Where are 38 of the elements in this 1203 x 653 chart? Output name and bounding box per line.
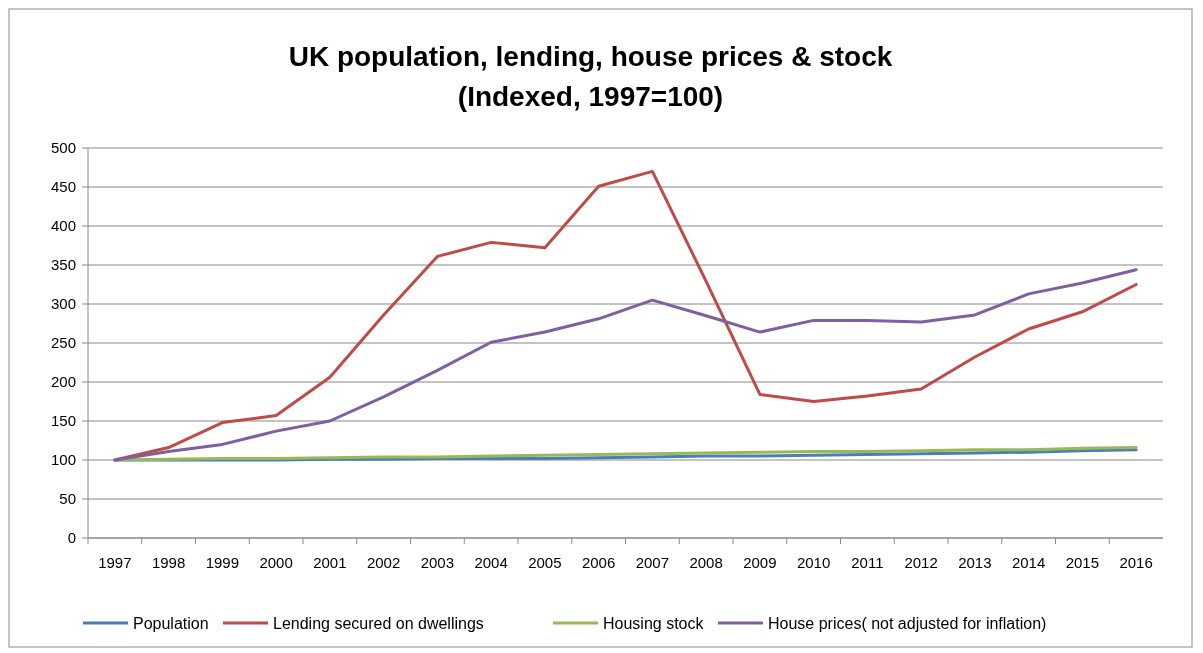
legend-label: Population	[133, 614, 209, 632]
chart-title: UK population, lending, house prices & stock (Indexed, 1997=100)	[288, 41, 893, 112]
x-tick-label: 2004	[474, 554, 508, 571]
y-tick-label: 200	[50, 373, 76, 391]
y-tick-label: 300	[50, 295, 76, 313]
x-tick-label: 2009	[743, 554, 777, 571]
y-tick-label: 50	[59, 490, 76, 508]
y-tick-label: 350	[50, 256, 76, 274]
legend-label: Lending secured on dwellings	[273, 614, 484, 632]
x-tick-label: 2008	[689, 554, 723, 571]
legend-label: House prices( not adjusted for inflation)	[768, 614, 1047, 632]
x-tick-label: 2002	[366, 554, 401, 571]
x-tick-label: 1998	[151, 554, 186, 571]
x-tick-label: 2003	[420, 554, 455, 571]
x-tick-label: 2000	[259, 554, 293, 571]
y-tick-label: 500	[50, 139, 76, 157]
y-tick-label: 250	[50, 334, 76, 352]
x-tick-label: 2015	[1065, 554, 1100, 571]
y-tick-label: 0	[67, 529, 76, 547]
y-tick-label: 100	[50, 451, 76, 469]
y-tick-label: 400	[50, 217, 76, 235]
y-tick-label: 450	[50, 178, 76, 196]
line-series	[113, 169, 1138, 462]
x-tick-label: 2005	[528, 554, 562, 571]
x-tick-label: 2012	[904, 554, 938, 571]
x-tick-label: 2007	[635, 554, 670, 571]
line-series	[113, 268, 1138, 462]
x-tick-label: 1999	[205, 554, 240, 571]
x-tick-label: 2016	[1119, 554, 1153, 571]
x-tick-label: 2001	[313, 554, 347, 571]
legend-label: Housing stock	[603, 614, 705, 632]
x-tick-label: 2014	[1011, 554, 1046, 571]
x-tick-label: 1997	[98, 554, 132, 571]
x-tick-label: 2006	[581, 554, 616, 571]
x-tick-label: 2013	[958, 554, 992, 571]
y-tick-label: 150	[50, 412, 76, 430]
x-tick-label: 2011	[851, 554, 884, 571]
x-tick-label: 2010	[796, 554, 831, 571]
